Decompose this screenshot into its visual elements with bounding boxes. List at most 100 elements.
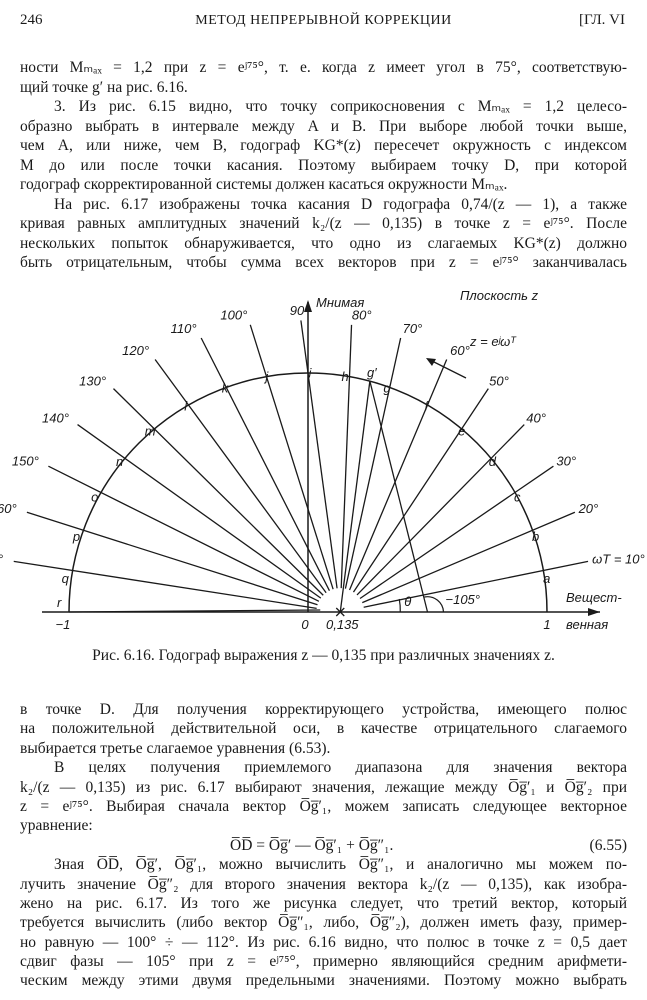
ray-20 (362, 511, 576, 604)
equation-number: (6.55) (589, 836, 627, 854)
phase-arc (424, 596, 445, 613)
equation: O̅D̅ = O̅g̅′ — O̅g̅′₁ + O̅g̅″₁. (230, 836, 394, 854)
ray-angle-label: 30° (556, 453, 576, 468)
circle-point-label: k (222, 380, 230, 395)
ray-angle-label: 70° (403, 321, 423, 336)
text-line: уравнение: (20, 817, 93, 835)
circle-point-label: p (72, 529, 80, 544)
ray-80 (340, 324, 353, 589)
ray-angle-label: 170° (0, 552, 3, 567)
ray-30 (359, 465, 554, 600)
tick-label-0: 0 (301, 617, 309, 632)
line-from-second-pole (369, 380, 429, 613)
hodograph-figure: ωT = 10° a 20° b 30° c 40° d 50° e 60° f 70° g 80° h 90°… (0, 288, 645, 632)
circle-point-label: a (543, 571, 550, 586)
ray-angle-label: 40° (526, 410, 546, 425)
ray-150 (48, 465, 320, 602)
circle-point-label: e (458, 424, 465, 439)
text-line: жено на рис. 6.17. Из того же рисунка сл… (20, 894, 627, 912)
circle-point-label: i (309, 365, 313, 380)
text-line: годограф скорректированной системы долже… (20, 176, 508, 193)
tick-label-0135: 0,135 (326, 617, 359, 632)
ray-110 (200, 337, 331, 591)
ray-120 (154, 359, 327, 594)
ray-160 (26, 511, 318, 606)
ray-100 (249, 324, 334, 590)
ray-angle-label: 110° (171, 321, 197, 336)
ray-angle-label: 160° (0, 501, 17, 516)
text-line: 3. Из рис. 6.15 видно, что точку соприко… (54, 98, 627, 115)
ray-180 (68, 609, 321, 613)
imaginary-axis-label: Мнимая (316, 295, 364, 310)
text-line: в точке D. Для получения корректирующего… (20, 701, 627, 718)
ray-angle-label: 100° (220, 307, 247, 322)
figure-caption: Рис. 6.16. Годограф выражения z — 0,135 … (92, 647, 555, 664)
ray-angle-label: 90° (290, 303, 310, 318)
circle-point-label: j (263, 369, 269, 384)
ray-angle-label: 60° (450, 343, 470, 358)
circle-point-label: o (91, 490, 98, 505)
ray-angle-label: 130° (79, 373, 106, 388)
ray-70 (344, 337, 402, 589)
ray-g-prime-from-pole (339, 381, 371, 613)
bottom-text: в точке D. Для получения корректирующего… (20, 700, 627, 991)
ray-140 (77, 424, 322, 599)
text-line: ческим между этими двумя предельными зна… (20, 972, 627, 990)
ray-130 (113, 388, 324, 596)
circle-point-label: b (532, 529, 539, 544)
text-line: В целях получения приемлемого диапазона … (54, 759, 627, 777)
circle-point-label: r (57, 595, 62, 610)
ray-angle-label: 80° (352, 307, 372, 322)
ray-angle-label: 50° (489, 373, 509, 388)
imaginary-axis-arrow-icon (304, 300, 312, 312)
circle-point-label: g′ (367, 365, 377, 380)
text-line: быть отрицательным, чтобы сумма всех век… (20, 254, 627, 271)
plane-label: Плоскость z (460, 288, 539, 303)
ray-angle-label: ωT = 10° (592, 552, 645, 567)
text-line: на положительной действительной оси, в к… (20, 720, 627, 738)
text-line: но равную — 100° ÷ — 112°. Из рис. 6.16 … (20, 933, 627, 951)
text-line: выбирается третье слагаемое уравнения (6… (20, 739, 331, 757)
z-direction-line (429, 359, 467, 379)
tick-label-minus-1: −1 (56, 617, 71, 632)
ray-angle-label: 20° (578, 501, 599, 516)
text-line: чем A, или ниже, чем B, годограф KG*(z) … (20, 137, 627, 154)
theta-arc (398, 598, 401, 613)
real-axis-label-continued: венная (566, 617, 608, 632)
page-number: 246 (20, 12, 43, 28)
circle-point-label: h (342, 369, 349, 384)
text-line: лучить значение O̅g̅″₂ для второго значе… (20, 875, 627, 893)
text-line: кривая равных амплитудных значений k₂/(z… (20, 215, 627, 232)
text-line: M до или после точки касания. Поэтому вы… (20, 156, 627, 174)
ray-10 (363, 560, 589, 608)
equation-line: O̅D̅ = O̅g̅′ — O̅g̅′₁ + O̅g̅″₁. (6.55) (20, 836, 627, 855)
text-line: требуется вычислить (либо вектор O̅g̅″₁,… (20, 914, 627, 932)
theta-label: θ (404, 594, 411, 609)
text-line: щий точке g′ на рис. 6.16. (20, 78, 188, 96)
tick-label-1: 1 (543, 617, 550, 632)
text-line: Зная O̅D̅, O̅g̅′, O̅g̅′₁, можно вычислит… (54, 856, 627, 874)
ray-60 (348, 359, 448, 591)
real-axis-label: Вещест- (566, 590, 622, 605)
circle-point-label: c (514, 490, 521, 505)
ray-angle-label: 120° (122, 343, 149, 358)
real-axis-arrow-icon (588, 608, 600, 616)
circle-point-label: f (424, 399, 429, 414)
text-line: образно выбрать в интервале между A и B.… (20, 117, 627, 135)
ray-angle-label: 150° (12, 453, 39, 468)
pole-cross-icon (335, 607, 345, 617)
circle-point-label: m (145, 424, 156, 439)
circle-point-label: d (489, 454, 497, 469)
circle-point-label: l (184, 399, 188, 414)
z-direction-arrow-icon (426, 358, 436, 366)
circle-point-label: n (116, 454, 123, 469)
ray-40 (356, 424, 525, 596)
text-line: нескольких попыток обнаруживается, что о… (20, 234, 627, 252)
text-line: z = eʲ⁷⁵°. Выбирая сначала вектор O̅g̅′₁… (20, 797, 627, 815)
ray-90 (300, 320, 338, 589)
chapter-label: [ГЛ. VI (578, 12, 625, 28)
ray-50 (352, 388, 489, 593)
top-text: ности Mₘₐₓ = 1,2 при z = eʲ⁷⁵°, т. е. ко… (20, 58, 627, 273)
phase-label: −105° (446, 592, 480, 607)
running-title: МЕТОД НЕПРЕРЫВНОЙ КОРРЕКЦИИ (195, 13, 452, 28)
